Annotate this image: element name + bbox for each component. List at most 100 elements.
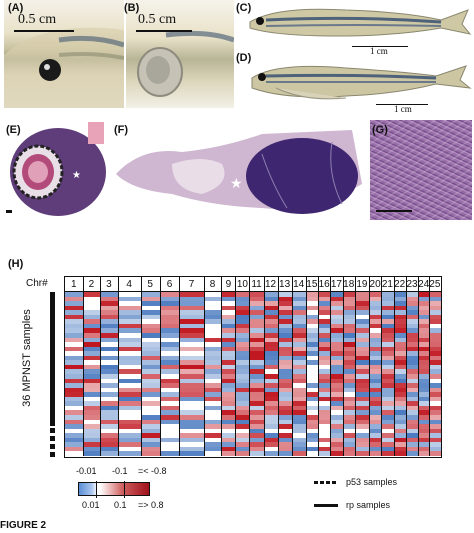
- heatmap-cell: [65, 433, 83, 439]
- heatmap-cell: [140, 451, 160, 457]
- heatmap-cell: [405, 410, 419, 416]
- heatmap-cell: [221, 314, 236, 320]
- heatmap-cell: [82, 433, 101, 439]
- heatmap-cell: [159, 383, 180, 389]
- heatmap-cell: [418, 319, 429, 325]
- heatmap-cell: [418, 405, 429, 411]
- heatmap-cell: [405, 360, 419, 366]
- heatmap-cell: [342, 396, 355, 402]
- heatmap-cell: [117, 451, 141, 457]
- heatmap-cell: [305, 328, 318, 334]
- scale-label-c: 1 cm: [370, 46, 388, 56]
- heatmap-cell: [235, 428, 250, 434]
- chr-header-23: 23: [406, 279, 418, 290]
- heatmap-cell: [263, 424, 278, 430]
- heatmap-cell: [405, 424, 419, 430]
- heatmap-cell: [249, 378, 264, 384]
- fish-head-photo-a: [4, 0, 124, 108]
- heatmap-cell: [381, 342, 394, 348]
- heatmap-cell: [291, 392, 306, 398]
- heatmap-cell: [117, 310, 141, 316]
- heatmap-cell: [381, 323, 394, 329]
- panel-label-h: (H): [8, 258, 24, 270]
- heatmap-cell: [354, 351, 369, 357]
- heatmap-cell: [249, 305, 264, 311]
- heatmap-cell: [277, 446, 292, 452]
- heatmap-cell: [354, 369, 369, 375]
- heatmap-cell: [100, 401, 118, 407]
- heatmap-cell: [140, 355, 160, 361]
- heatmap-cell: [381, 374, 394, 380]
- heatmap-cell: [221, 419, 236, 425]
- heatmap-cell: [82, 328, 101, 334]
- heatmap-cell: [381, 364, 394, 370]
- heatmap-cell: [318, 374, 331, 380]
- heatmap-cell: [179, 396, 204, 402]
- heatmap-cell: [330, 401, 343, 407]
- colorbar: [78, 481, 150, 498]
- heatmap-cell: [65, 292, 83, 298]
- heatmap-cell: [235, 405, 250, 411]
- heatmap-cell: [305, 292, 318, 298]
- heatmap-cell: [342, 451, 355, 457]
- heatmap-cell: [418, 387, 429, 393]
- heatmap-cell: [65, 396, 83, 402]
- heatmap-cell: [235, 374, 250, 380]
- heatmap-cell: [368, 301, 382, 307]
- heatmap-cell: [305, 364, 318, 370]
- heatmap-cell: [221, 387, 236, 393]
- heatmap-cell: [82, 319, 101, 325]
- heatmap-cell: [305, 415, 318, 421]
- heatmap-cell: [82, 401, 101, 407]
- heatmap-cell: [305, 346, 318, 352]
- heatmap-cell: [249, 383, 264, 389]
- panel-label-c: (C): [236, 2, 252, 14]
- chr-header-22: 22: [394, 279, 406, 290]
- heatmap-cell: [100, 369, 118, 375]
- heatmap-cell: [179, 446, 204, 452]
- heatmap-cell: [100, 296, 118, 302]
- heatmap-cell: [82, 383, 101, 389]
- heatmap-cell: [354, 301, 369, 307]
- scale-bar-c: [352, 46, 408, 47]
- heatmap-cell: [140, 392, 160, 398]
- heatmap-cell: [249, 374, 264, 380]
- heatmap-cell: [342, 310, 355, 316]
- heatmap-cell: [65, 328, 83, 334]
- heatmap-cell: [140, 319, 160, 325]
- heatmap-cell: [179, 369, 204, 375]
- heatmap-cell: [100, 392, 118, 398]
- heatmap-cell: [368, 319, 382, 325]
- heatmap-cell: [368, 437, 382, 443]
- heatmap-cell: [418, 428, 429, 434]
- heatmap-cell: [381, 383, 394, 389]
- heatmap-cell: [100, 428, 118, 434]
- heatmap-cell: [203, 301, 222, 307]
- heatmap-cell: [65, 351, 83, 357]
- heatmap-cell: [381, 437, 394, 443]
- heatmap-cell: [381, 410, 394, 416]
- heatmap-cell: [140, 364, 160, 370]
- heatmap-cell: [393, 446, 406, 452]
- heatmap-cell: [82, 392, 101, 398]
- heatmap-cell: [277, 419, 292, 425]
- heatmap-cell: [342, 364, 355, 370]
- heatmap-cell: [393, 319, 406, 325]
- heatmap-cell: [235, 342, 250, 348]
- heatmap-cell: [393, 364, 406, 370]
- heatmap-cell: [405, 437, 419, 443]
- heatmap-cell: [418, 342, 429, 348]
- heatmap-cell: [393, 292, 406, 298]
- heatmap-cell: [140, 292, 160, 298]
- heatmap-cell: [393, 415, 406, 421]
- heatmap-cell: [221, 433, 236, 439]
- heatmap-cell: [235, 387, 250, 393]
- heatmap-cell: [203, 342, 222, 348]
- heatmap-cell: [330, 442, 343, 448]
- heatmap-cell: [305, 351, 318, 357]
- heatmap-cell: [263, 342, 278, 348]
- heatmap-cell: [354, 374, 369, 380]
- heatmap-cell: [235, 351, 250, 357]
- heatmap-cell: [249, 433, 264, 439]
- heatmap-cell: [405, 451, 419, 457]
